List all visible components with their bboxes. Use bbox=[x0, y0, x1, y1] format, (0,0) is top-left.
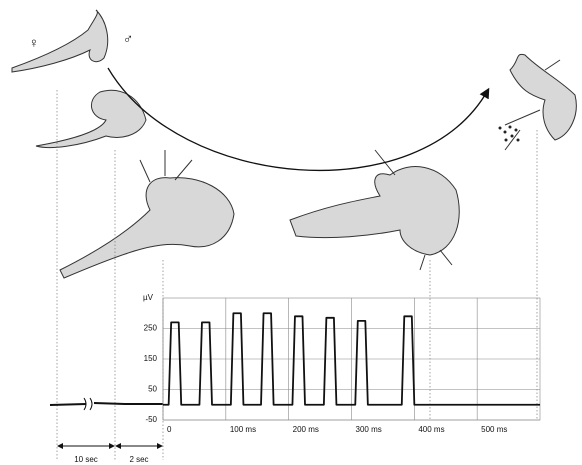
x-tick-label: 500 ms bbox=[481, 425, 507, 434]
y-tick-label: 250 bbox=[144, 324, 158, 333]
x-tick-label: 400 ms bbox=[418, 425, 444, 434]
y-axis-label: µV bbox=[143, 293, 154, 302]
x-tick-label: 100 ms bbox=[230, 425, 256, 434]
female-symbol: ♀ bbox=[29, 35, 40, 51]
fish-drawings bbox=[11, 9, 577, 460]
x-tick-label: 200 ms bbox=[293, 425, 319, 434]
x-tick-label: 0 bbox=[167, 425, 172, 434]
y-tick-label: 150 bbox=[144, 354, 158, 363]
time-annotation: 10 sec bbox=[74, 455, 98, 464]
y-tick-label: -50 bbox=[145, 415, 157, 424]
time-annotation: 2 sec bbox=[129, 455, 148, 464]
trace bbox=[163, 312, 540, 406]
y-tick-label: 50 bbox=[148, 385, 157, 394]
male-symbol: ♂ bbox=[123, 31, 134, 47]
x-tick-label: 300 ms bbox=[356, 425, 382, 434]
